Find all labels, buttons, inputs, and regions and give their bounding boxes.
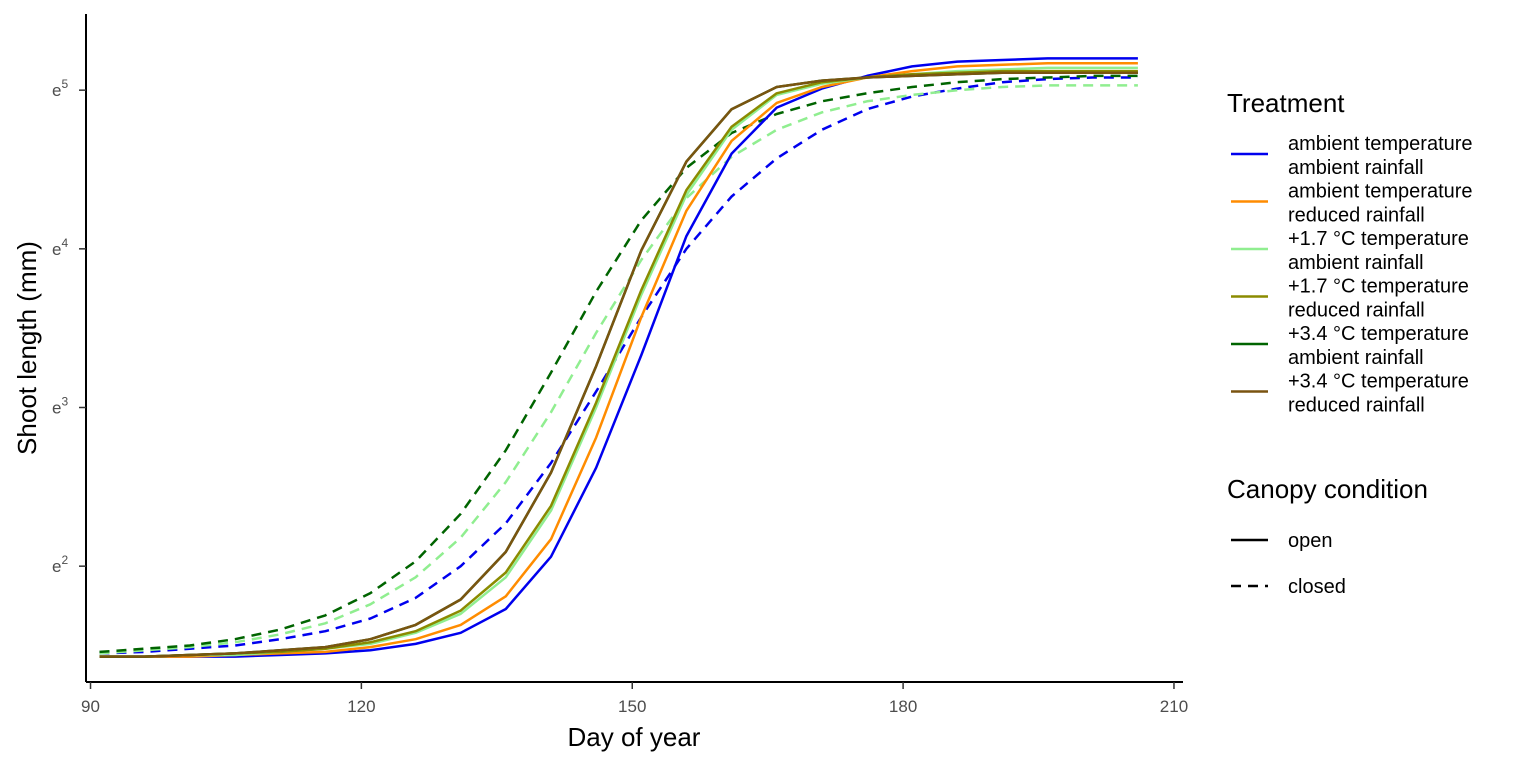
legend-canopy-label: open (1288, 530, 1333, 552)
x-tick-label: 150 (618, 697, 646, 716)
series-line-closed-3-4-c-temperature-ambient-rainfall (99, 74, 1138, 654)
legend-treatment-label-line2: reduced rainfall (1288, 395, 1425, 417)
series-line-open-3-4-c-temperature-reduced-rainfall (99, 71, 1138, 658)
axes: 90 120 150 180 210 e2 e3 e4 e5 (52, 14, 1188, 716)
legend-treatment-label-line1: +1.7 °C temperature (1288, 276, 1469, 298)
legend-treatment-label-line1: +3.4 °C temperature (1288, 323, 1469, 345)
y-tick-label: e3 (52, 395, 68, 418)
legend-treatment-label-line2: ambient rainfall (1288, 347, 1424, 369)
x-tick-label: 180 (889, 697, 917, 716)
legend-canopy-title: Canopy condition (1227, 474, 1428, 504)
x-tick-label: 210 (1160, 697, 1188, 716)
legend-treatment-label-line1: +1.7 °C temperature (1288, 228, 1469, 250)
series-line-open-ambient-temperature-ambient-rainfall (99, 57, 1138, 658)
series-line-open-ambient-temperature-reduced-rainfall (99, 61, 1138, 658)
legend-canopy-label: closed (1288, 576, 1346, 598)
legend-treatment-title: Treatment (1227, 88, 1345, 118)
y-tick-label: e5 (52, 77, 68, 100)
series-line-closed-ambient-temperature-ambient-rainfall (99, 76, 1138, 655)
legend-treatment-label-line1: ambient temperature (1288, 181, 1473, 203)
legend-treatment-label-line2: reduced rainfall (1288, 205, 1425, 227)
x-ticks: 90 120 150 180 210 (81, 682, 1188, 716)
x-tick-label: 90 (81, 697, 100, 716)
series-line-open-1-7-c-temperature-reduced-rainfall (99, 69, 1138, 658)
legend-treatment-label-line2: ambient rainfall (1288, 252, 1424, 274)
y-tick-label: e4 (52, 236, 68, 259)
legend-treatment-label-line1: ambient temperature (1288, 133, 1473, 155)
y-tick-label: e2 (52, 553, 68, 576)
series-line-closed-1-7-c-temperature-ambient-rainfall (99, 84, 1138, 655)
legend-treatment-label-line2: reduced rainfall (1288, 300, 1425, 322)
x-axis-title: Day of year (568, 722, 701, 752)
legend-treatment-label-line2: ambient rainfall (1288, 157, 1424, 179)
series-line-open-1-7-c-temperature-ambient-rainfall (99, 66, 1138, 658)
y-axis-title: Shoot length (mm) (12, 241, 42, 455)
series-line-open-3-4-c-temperature-ambient-rainfall (99, 71, 1138, 658)
x-tick-label: 120 (347, 697, 375, 716)
legend-canopy-items: open closed (1231, 530, 1346, 598)
legend-treatment-label-line1: +3.4 °C temperature (1288, 371, 1469, 393)
y-ticks: e2 e3 e4 e5 (52, 77, 86, 576)
plot-lines (99, 57, 1138, 658)
